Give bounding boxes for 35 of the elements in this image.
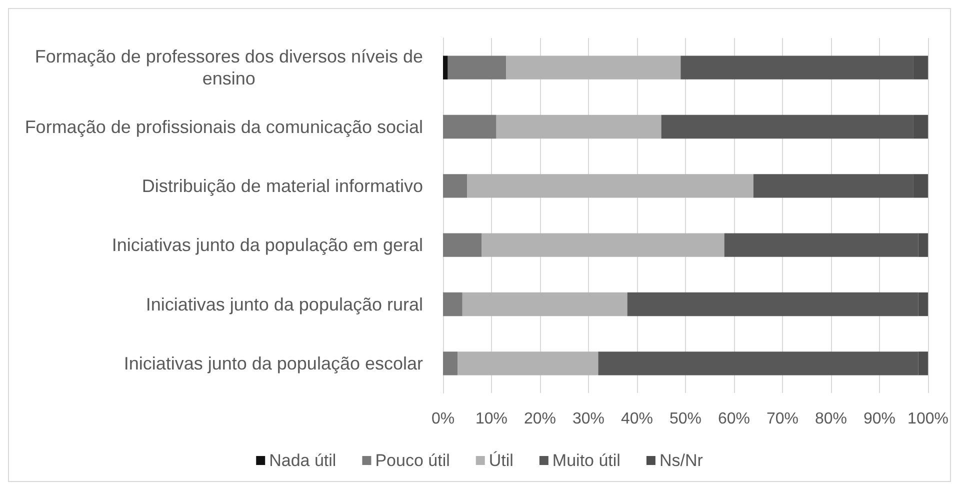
- bar: [458, 352, 598, 376]
- bar: [467, 174, 754, 198]
- y-tick-label: Iniciativas junto da população rural: [146, 294, 423, 314]
- y-tick-label: Formação de profissionais da comunicação social: [24, 116, 424, 137]
- bar: [448, 56, 506, 80]
- x-tick-label: 10%: [475, 410, 508, 428]
- bar: [443, 292, 462, 316]
- bar: [462, 292, 628, 316]
- x-tick-label: 70%: [766, 410, 799, 428]
- bar: [443, 56, 448, 80]
- x-tick-label: 60%: [718, 410, 750, 428]
- x-tick-label: 0%: [431, 410, 455, 428]
- bar: [443, 174, 468, 198]
- x-tick-label: 20%: [524, 410, 556, 428]
- x-tick-label: 50%: [669, 410, 702, 428]
- x-tick-label: 30%: [572, 410, 605, 428]
- bar: [443, 114, 496, 139]
- y-tick-label: Formação de professores dos diversos níveis de ensino: [34, 46, 423, 89]
- y-tick-label: Iniciativas junto da população escolar: [124, 353, 424, 374]
- legend-label: Pouco útil: [375, 451, 450, 470]
- bar: [496, 114, 662, 139]
- bar: [443, 352, 458, 376]
- legend-label: Útil: [488, 451, 514, 470]
- bar: [443, 233, 482, 257]
- x-tick-label: 40%: [620, 410, 654, 428]
- legend-label: Muito útil: [552, 451, 620, 470]
- bar: [482, 233, 724, 257]
- x-tick-label: 80%: [814, 410, 848, 428]
- y-tick-label: Distribuição de material informativo: [142, 176, 423, 196]
- x-tick-label: 100%: [908, 410, 948, 428]
- bar: [506, 56, 681, 80]
- y-tick-label: Iniciativas junto da população em geral: [112, 235, 424, 256]
- legend-label: Ns/Nr: [659, 451, 704, 470]
- legend-label: Nada útil: [269, 451, 336, 470]
- x-tick-label: 90%: [863, 410, 896, 428]
